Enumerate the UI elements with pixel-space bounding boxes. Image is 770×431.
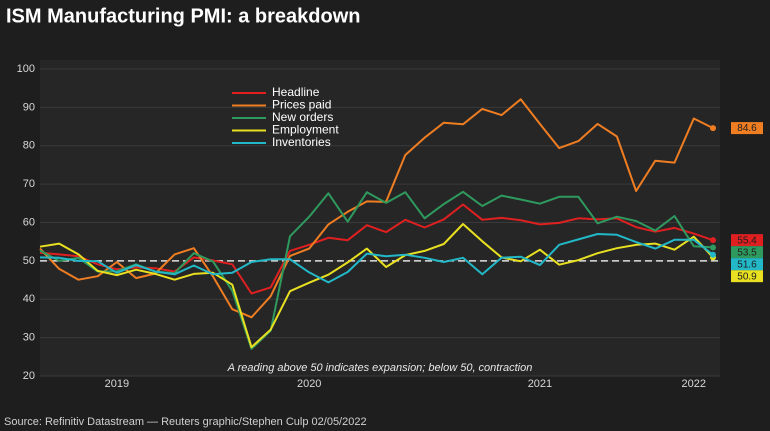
y-tick-label: 90	[23, 101, 35, 113]
value-label: 51.6	[737, 259, 757, 270]
value-label-box	[731, 258, 763, 271]
source: Source: Refinitiv Datastream — Reuters g…	[4, 416, 367, 428]
legend-label: New orders	[272, 110, 333, 124]
end-dot	[710, 237, 716, 244]
y-tick-label: 30	[23, 332, 35, 344]
x-tick-label: 2019	[105, 378, 129, 390]
y-tick-label: 40	[23, 293, 35, 305]
series-line	[39, 233, 714, 284]
chart-title: ISM Manufacturing PMI: a breakdown	[6, 5, 360, 27]
legend-label: Prices paid	[272, 98, 331, 112]
value-label: 55.4	[737, 235, 757, 246]
x-tick-label: 2021	[528, 378, 552, 390]
x-tick-label: 2022	[682, 378, 706, 390]
legend-label: Employment	[272, 123, 339, 137]
end-dot	[710, 251, 716, 258]
y-tick-label: 70	[23, 178, 35, 190]
annotation: A reading above 50 indicates expansion; …	[227, 362, 533, 374]
y-tick-label: 80	[23, 140, 35, 152]
y-tick-label: 60	[23, 216, 35, 228]
value-label-box	[731, 270, 763, 283]
series-line	[39, 98, 714, 319]
legend-label: Inventories	[272, 135, 331, 149]
series-line	[39, 223, 714, 349]
value-label-box	[731, 122, 763, 135]
end-dot	[710, 125, 716, 132]
end-dot	[710, 244, 716, 251]
value-label: 50.9	[737, 271, 757, 282]
x-tick-label: 2020	[297, 378, 321, 390]
y-tick-label: 50	[23, 255, 35, 267]
legend-label: Headline	[272, 85, 320, 99]
value-label-box	[731, 246, 763, 259]
value-label: 84.6	[737, 123, 757, 134]
value-label-box	[731, 234, 763, 247]
series-line	[39, 203, 714, 295]
y-tick-label: 20	[23, 370, 35, 382]
value-label: 53.5	[737, 247, 757, 258]
y-tick-label: 100	[17, 63, 35, 75]
